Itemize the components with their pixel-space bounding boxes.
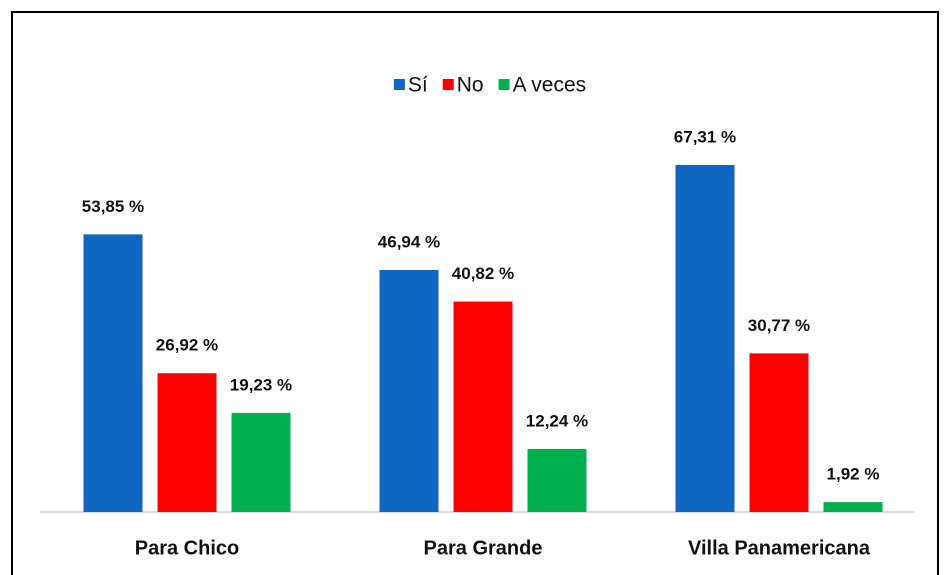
data-label: 30,77 %: [748, 316, 810, 335]
legend-swatch: [442, 79, 454, 90]
bar: [157, 373, 217, 512]
data-label: 12,24 %: [526, 411, 588, 430]
bar: [823, 502, 883, 512]
data-label: 67,31 %: [674, 127, 736, 146]
bar: [231, 412, 291, 512]
legend-label: No: [457, 74, 484, 97]
x-tick-label: Para Chico: [135, 537, 239, 559]
legend-swatch: [393, 79, 405, 90]
data-label: 1,92 %: [827, 465, 880, 484]
data-label: 46,94 %: [378, 232, 440, 251]
x-tick-label: Villa Panamericana: [688, 537, 871, 559]
data-label: 26,92 %: [156, 336, 218, 355]
legend-label: A veces: [513, 74, 587, 97]
x-tick-label: Para Grande: [424, 537, 543, 559]
data-label: 53,85 %: [82, 197, 144, 216]
bar: [675, 165, 735, 512]
bar: [83, 234, 143, 512]
bar: [379, 270, 439, 512]
legend-swatch: [498, 79, 510, 90]
bar: [749, 353, 809, 512]
legend-label: Sí: [408, 74, 428, 97]
data-label: 19,23 %: [230, 375, 292, 394]
legend: Sí No A veces: [393, 74, 587, 97]
bar: [527, 448, 587, 512]
data-label: 40,82 %: [452, 264, 514, 283]
bar: [453, 301, 513, 512]
